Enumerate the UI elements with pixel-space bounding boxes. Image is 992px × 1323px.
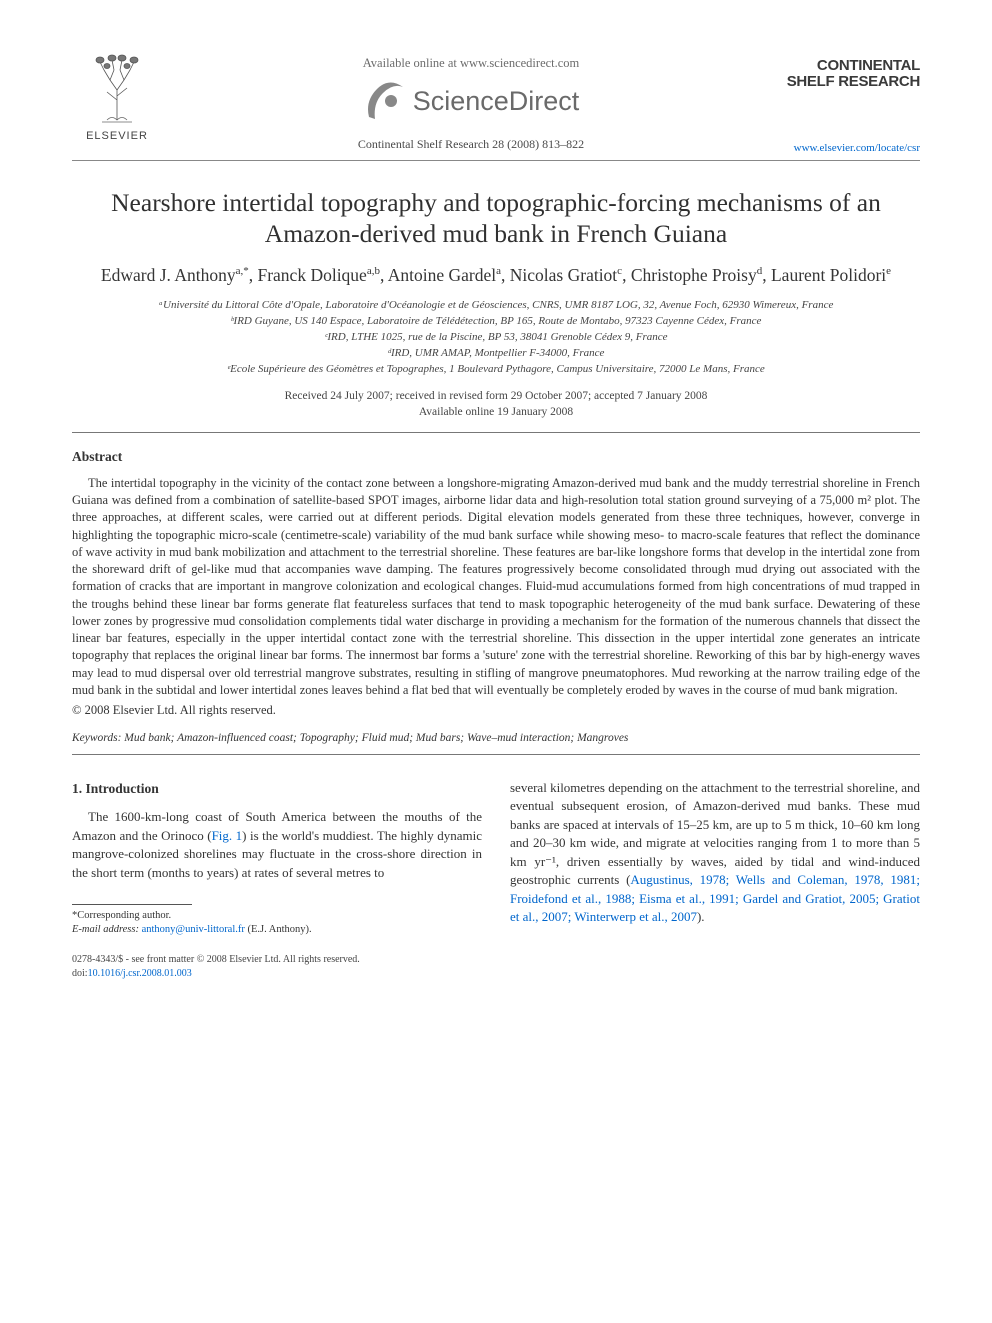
abstract-heading: Abstract xyxy=(72,449,920,465)
author-list: Edward J. Anthonya,*, Franck Doliquea,b,… xyxy=(72,264,920,288)
sciencedirect-swoosh-icon xyxy=(363,79,407,123)
page-header: ELSEVIER Available online at www.science… xyxy=(72,50,920,154)
publisher-label: ELSEVIER xyxy=(86,130,148,142)
column-left: 1. Introduction The 1600-km-long coast o… xyxy=(72,779,482,980)
intro-para-left: The 1600-km-long coast of South America … xyxy=(72,808,482,882)
elsevier-tree-icon xyxy=(82,50,152,128)
publisher-logo-block: ELSEVIER xyxy=(72,50,162,142)
online-date: Available online 19 January 2008 xyxy=(72,404,920,420)
section-1-heading: 1. Introduction xyxy=(72,779,482,798)
header-center: Available online at www.sciencedirect.co… xyxy=(162,50,780,152)
journal-reference: Continental Shelf Research 28 (2008) 813… xyxy=(162,137,780,152)
footnotes: *Corresponding author. E-mail address: a… xyxy=(72,909,482,937)
abstract-top-rule xyxy=(72,432,920,433)
article-title: Nearshore intertidal topography and topo… xyxy=(72,187,920,251)
abstract-body: The intertidal topography in the vicinit… xyxy=(72,475,920,699)
doi-line: doi:10.1016/j.csr.2008.01.003 xyxy=(72,967,482,981)
sciencedirect-text: ScienceDirect xyxy=(413,86,580,117)
keywords-list: Mud bank; Amazon-influenced coast; Topog… xyxy=(124,732,628,744)
doi-block: 0278-4343/$ - see front matter © 2008 El… xyxy=(72,953,482,980)
email-line: E-mail address: anthony@univ-littoral.fr… xyxy=(72,923,482,937)
body-columns: 1. Introduction The 1600-km-long coast o… xyxy=(72,779,920,980)
received-date: Received 24 July 2007; received in revis… xyxy=(72,388,920,404)
abstract-bottom-rule xyxy=(72,754,920,755)
journal-title-block: CONTINENTAL SHELF RESEARCH www.elsevier.… xyxy=(780,50,920,154)
affiliations: ᵃUniversité du Littoral Côte d'Opale, La… xyxy=(72,298,920,378)
available-online-text: Available online at www.sciencedirect.co… xyxy=(162,56,780,71)
author-email-link[interactable]: anthony@univ-littoral.fr xyxy=(142,924,245,935)
front-matter-line: 0278-4343/$ - see front matter © 2008 El… xyxy=(72,953,482,967)
corresponding-author-note: *Corresponding author. xyxy=(72,909,482,923)
abstract-copyright: © 2008 Elsevier Ltd. All rights reserved… xyxy=(72,703,920,718)
email-label: E-mail address: xyxy=(72,924,139,935)
doi-link[interactable]: 10.1016/j.csr.2008.01.003 xyxy=(88,968,192,979)
sciencedirect-logo: ScienceDirect xyxy=(363,79,580,123)
article-dates: Received 24 July 2007; received in revis… xyxy=(72,388,920,420)
journal-homepage-link[interactable]: www.elsevier.com/locate/csr xyxy=(780,142,920,154)
journal-title-line2: SHELF RESEARCH xyxy=(780,74,920,90)
header-rule xyxy=(72,160,920,161)
email-author-suffix: (E.J. Anthony). xyxy=(248,924,312,935)
journal-title-line1: CONTINENTAL xyxy=(780,58,920,74)
intro-para-right: several kilometres depending on the atta… xyxy=(510,779,920,927)
doi-label: doi: xyxy=(72,968,88,979)
footnote-rule xyxy=(72,904,192,905)
keywords-line: Keywords: Mud bank; Amazon-influenced co… xyxy=(72,732,920,744)
column-right: several kilometres depending on the atta… xyxy=(510,779,920,980)
keywords-label: Keywords: xyxy=(72,732,121,744)
